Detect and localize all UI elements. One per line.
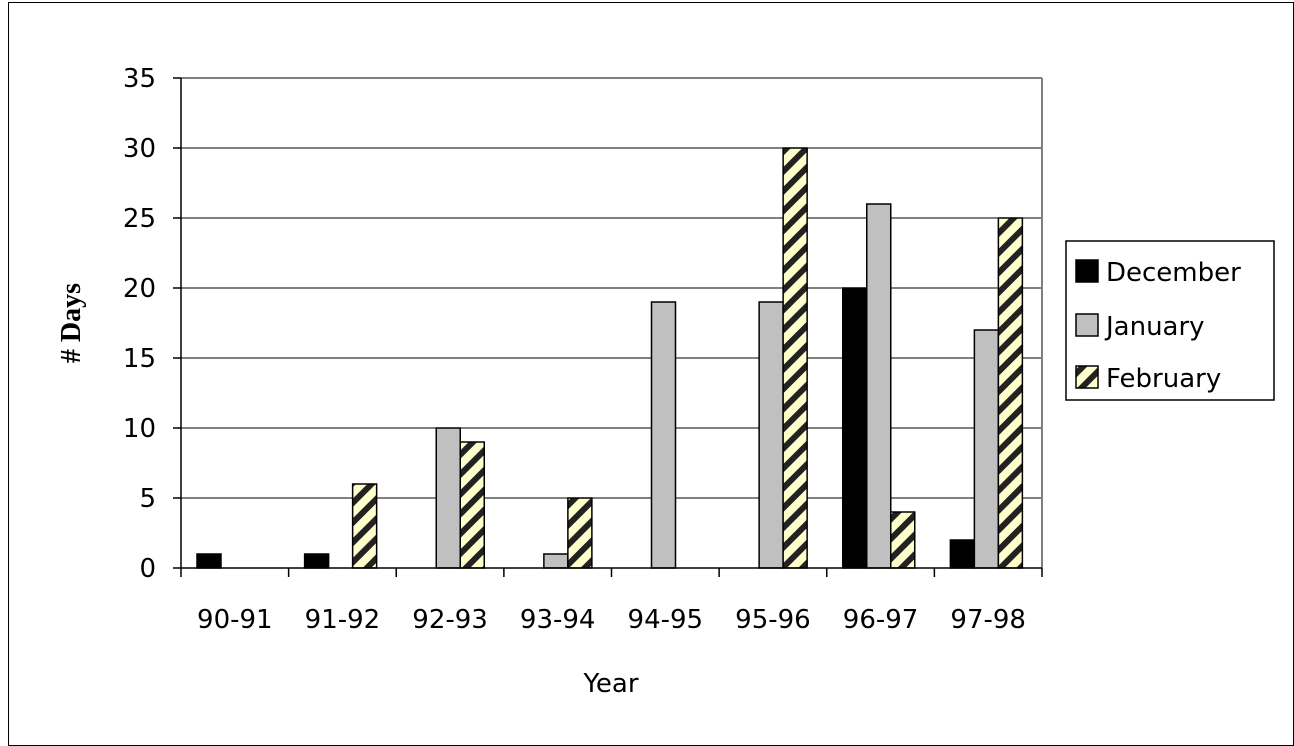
- x-tick-label: 94-95: [628, 605, 704, 635]
- bar-january: [435, 427, 461, 569]
- x-tick-labels: 90-91 91-92 92-93 93-94 94-95 95-96 96-97 97-98: [197, 605, 1026, 635]
- bar-february: [567, 497, 593, 569]
- bar-january: [758, 301, 784, 569]
- y-tick-labels: 0 5 10 15 20 25 30 35: [123, 64, 156, 584]
- y-tick-label: 5: [139, 484, 156, 514]
- y-tick-label: 35: [123, 64, 156, 94]
- x-tick-label: 95-96: [735, 605, 811, 635]
- legend-label-february: February: [1106, 364, 1221, 394]
- bar-january: [866, 203, 892, 569]
- bar-december: [196, 553, 222, 569]
- legend-box: [1065, 240, 1275, 401]
- x-tick-label: 92-93: [412, 605, 488, 635]
- legend: December January February: [1065, 240, 1275, 401]
- bar-february: [997, 217, 1024, 569]
- bar-february: [351, 483, 378, 569]
- y-tick-label: 20: [123, 274, 156, 304]
- x-tick-label: 96-97: [843, 605, 919, 635]
- bar-january: [650, 301, 677, 569]
- y-tick-label: 15: [123, 344, 156, 374]
- y-tick-label: 0: [139, 554, 156, 584]
- bar-february: [782, 147, 808, 569]
- legend-swatch-december: [1075, 259, 1099, 283]
- bar-december: [949, 539, 976, 569]
- bar-february: [890, 511, 916, 569]
- bar-december: [842, 287, 868, 569]
- x-tick-label: 90-91: [197, 605, 273, 635]
- y-tick-label: 30: [123, 134, 156, 164]
- axes-group: [173, 77, 1043, 577]
- bar-february: [459, 441, 485, 569]
- x-tick-label: 93-94: [520, 605, 596, 635]
- y-tick-label: 25: [123, 204, 156, 234]
- gridlines: [181, 77, 1042, 499]
- x-tick-label: 97-98: [950, 605, 1026, 635]
- y-axis-title: # Days: [56, 283, 87, 363]
- legend-swatch-january: [1075, 313, 1099, 337]
- bar-january: [543, 553, 569, 569]
- legend-swatch-february: [1075, 365, 1099, 389]
- legend-label-january: January: [1104, 312, 1205, 342]
- y-tick-label: 10: [123, 414, 156, 444]
- bar-january: [973, 329, 1000, 569]
- x-axis-title: Year: [582, 669, 638, 699]
- bar-december: [303, 553, 330, 569]
- bars-group: [196, 147, 1024, 569]
- legend-label-december: December: [1106, 258, 1241, 288]
- x-tick-label: 91-92: [305, 605, 381, 635]
